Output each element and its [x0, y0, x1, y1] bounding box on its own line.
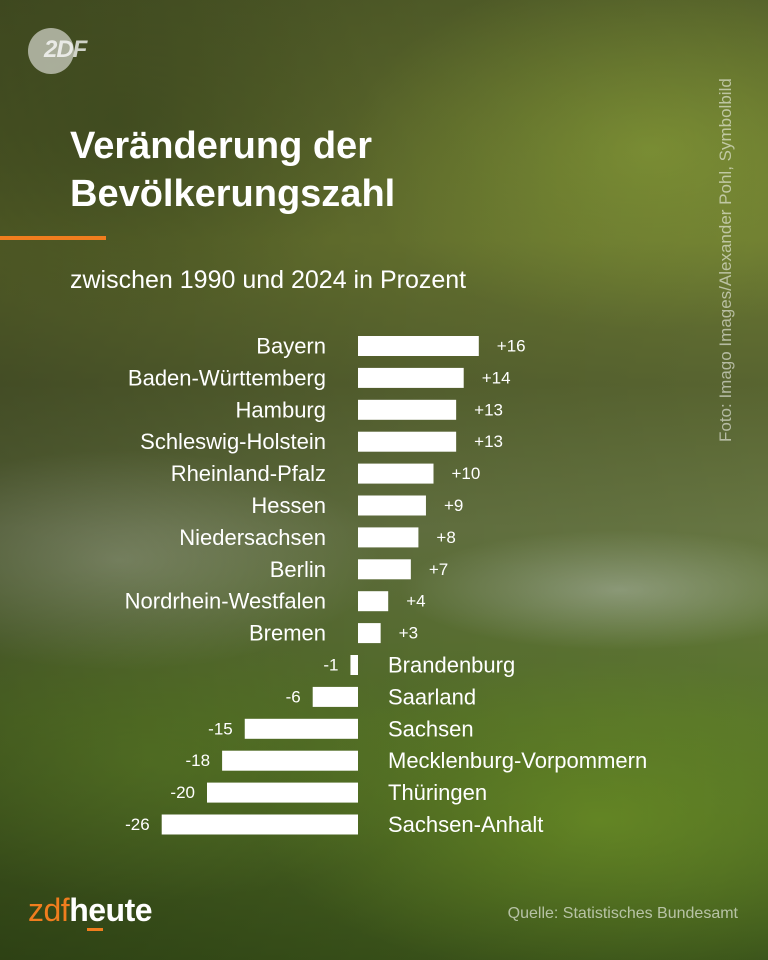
bar-hamburg: [358, 399, 457, 420]
chart-subtitle: zwischen 1990 und 2024 in Prozent: [70, 266, 467, 294]
category-label: Nordrhein-Westfalen: [125, 589, 326, 614]
value-label: +14: [482, 368, 511, 387]
value-label: -20: [170, 783, 195, 802]
bar-baden-württemberg: [358, 367, 464, 388]
category-label: Baden-Württemberg: [128, 365, 326, 390]
value-label: +13: [474, 400, 503, 419]
value-label: +16: [497, 337, 526, 356]
page-title: Veränderung der Bevölkerungszahl: [70, 122, 590, 218]
category-label: Rheinland-Pfalz: [171, 461, 326, 486]
bar-rheinland-pfalz: [358, 463, 434, 484]
bar-sachsen-anhalt: [161, 814, 358, 835]
bar-nordrhein-westfalen: [358, 591, 389, 612]
accent-divider: [0, 236, 106, 240]
value-label: +10: [452, 464, 481, 483]
bar-bremen: [358, 623, 381, 644]
category-label: Schleswig-Holstein: [140, 429, 326, 454]
category-label: Sachsen: [388, 716, 474, 741]
value-label: -1: [323, 656, 338, 675]
bar-niedersachsen: [358, 527, 419, 548]
value-label: -15: [208, 719, 233, 738]
bar-saarland: [312, 686, 358, 707]
bar-berlin: [358, 559, 411, 580]
bar-bayern: [358, 336, 479, 356]
brand-zdf: zdf: [28, 892, 70, 928]
value-label: +7: [429, 560, 448, 579]
category-label: Mecklenburg-Vorpommern: [388, 748, 647, 773]
source-note: Quelle: Statistisches Bundesamt: [507, 905, 738, 922]
bar-schleswig-holstein: [358, 431, 457, 452]
category-label: Hessen: [251, 493, 326, 518]
zdfheute-logo: zdfheute: [28, 890, 153, 930]
value-label: -26: [125, 815, 150, 834]
brand-heute: heute: [69, 892, 153, 928]
zdf-logo-icon: [28, 28, 74, 74]
value-label: -18: [186, 751, 211, 770]
value-label: +3: [399, 624, 418, 643]
category-label: Sachsen-Anhalt: [388, 812, 543, 837]
title-line-1: Veränderung der: [70, 125, 372, 167]
brand-underline: [87, 928, 103, 931]
zdf-logo-text: 2DF: [44, 36, 87, 63]
value-label: +9: [444, 496, 463, 515]
category-label: Hamburg: [236, 397, 326, 422]
value-label: +13: [474, 432, 503, 451]
value-label: -6: [286, 687, 301, 706]
value-label: +8: [436, 528, 455, 547]
value-label: +4: [406, 592, 425, 611]
category-label: Thüringen: [388, 780, 487, 805]
category-label: Bremen: [249, 621, 326, 646]
bar-brandenburg: [350, 655, 358, 675]
title-line-2: Bevölkerungszahl: [70, 173, 396, 215]
bar-sachsen: [244, 718, 358, 739]
category-label: Brandenburg: [388, 653, 515, 678]
category-label: Bayern: [256, 334, 326, 359]
bar-hessen: [358, 495, 426, 516]
category-label: Niedersachsen: [179, 525, 326, 550]
category-label: Berlin: [270, 557, 326, 582]
bar-mecklenburg-vorpommern: [222, 750, 358, 771]
category-label: Saarland: [388, 684, 476, 709]
bar-thüringen: [207, 782, 358, 803]
